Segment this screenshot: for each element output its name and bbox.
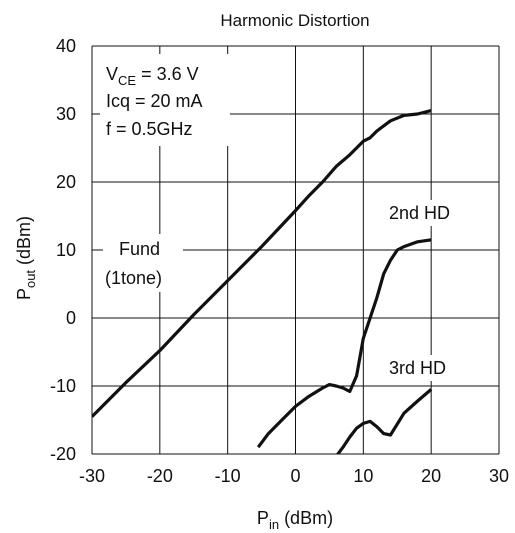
third-hd-series-line xyxy=(335,388,433,454)
fund-label-line2: (1tone) xyxy=(105,268,162,288)
vce-label: VCE = 3.6 V xyxy=(106,64,199,88)
x-axis-label: Pin (dBm) xyxy=(257,508,333,532)
x-tick-label: 20 xyxy=(421,466,441,486)
x-tick-label: -10 xyxy=(215,466,241,486)
frequency-label: f = 0.5GHz xyxy=(106,119,193,139)
second-hd-series-line xyxy=(256,238,432,449)
x-tick-labels: -30 -20 -10 0 10 20 30 xyxy=(79,466,509,486)
y-tick-label: -20 xyxy=(50,444,76,464)
y-tick-label: 40 xyxy=(56,36,76,56)
chart-title: Harmonic Distortion xyxy=(220,11,369,30)
icq-label: Icq = 20 mA xyxy=(106,91,203,111)
x-tick-label: -20 xyxy=(147,466,173,486)
y-tick-labels: -20 -10 0 10 20 30 40 xyxy=(50,36,76,464)
series-layer xyxy=(92,109,433,454)
y-tick-label: 10 xyxy=(56,240,76,260)
second-hd-label-bg xyxy=(385,200,470,226)
x-tick-label: 10 xyxy=(353,466,373,486)
fund-label-bg xyxy=(103,234,183,292)
x-tick-label: 30 xyxy=(489,466,509,486)
y-tick-label: 30 xyxy=(56,104,76,124)
x-tick-label: -30 xyxy=(79,466,105,486)
y-tick-label: 0 xyxy=(66,308,76,328)
fund-series-line xyxy=(92,109,432,418)
conditions-box xyxy=(100,54,230,146)
third-hd-label: 3rd HD xyxy=(389,358,446,378)
y-axis-label: Pout (dBm) xyxy=(14,216,38,300)
y-tick-label: -10 xyxy=(50,376,76,396)
second-hd-label: 2nd HD xyxy=(389,203,450,223)
x-tick-label: 0 xyxy=(290,466,300,486)
y-tick-label: 20 xyxy=(56,172,76,192)
third-hd-label-bg xyxy=(385,355,470,381)
fund-label-line1: Fund xyxy=(119,239,160,259)
